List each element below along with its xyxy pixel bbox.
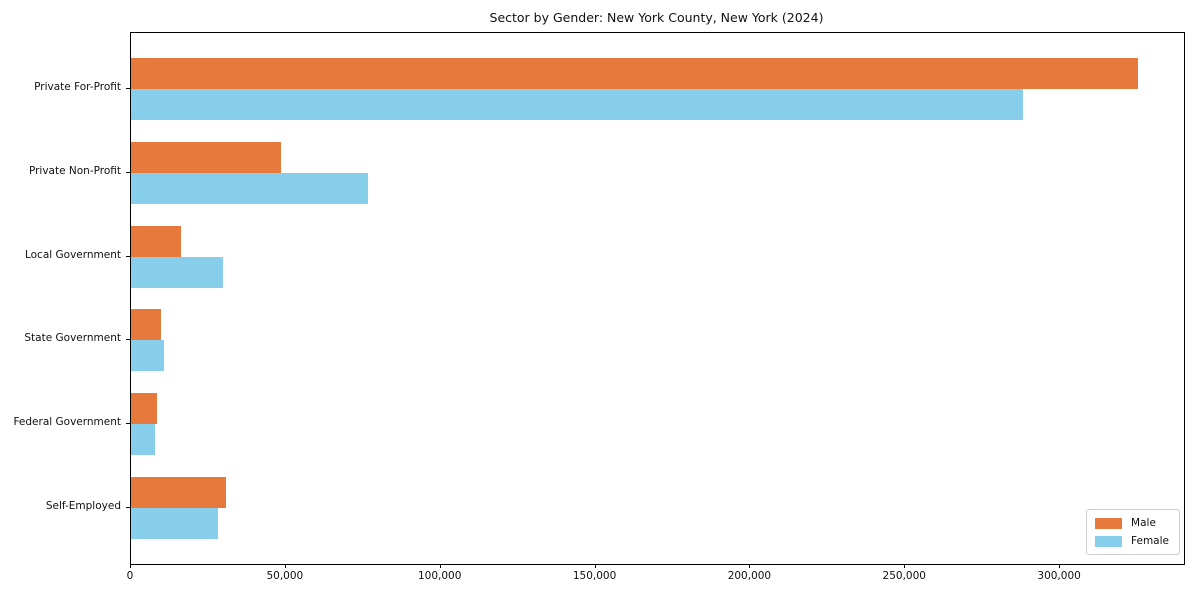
plot-area: Male Female [130, 32, 1185, 565]
y-tick-mark-federal-government [126, 423, 130, 425]
legend: Male Female [1086, 509, 1180, 555]
bar-female-private-for-profit [131, 88, 1023, 120]
y-tick-mark-local-government [126, 255, 130, 257]
x-tick-label-150000: 150,000 [572, 570, 617, 582]
x-tick-mark-100000 [439, 564, 441, 568]
y-tick-label-local-government: Local Government [24, 248, 121, 261]
x-tick-label-50000: 50,000 [266, 570, 304, 582]
bar-female-local-government [131, 256, 223, 288]
x-tick-mark-250000 [904, 564, 906, 568]
y-tick-mark-private-for-profit [126, 87, 130, 89]
x-tick-mark-300000 [1059, 564, 1061, 568]
y-tick-label-private-non-profit: Private Non-Profit [28, 164, 121, 177]
x-tick-label-250000: 250,000 [882, 570, 926, 582]
y-tick-mark-private-non-profit [126, 171, 130, 173]
x-tick-label-200000: 200,000 [727, 570, 772, 582]
y-tick-label-federal-government: Federal Government [13, 416, 121, 429]
legend-swatch-male [1095, 517, 1123, 529]
bar-female-federal-government [131, 424, 156, 456]
x-tick-mark-50000 [284, 564, 286, 568]
x-tick-label-0: 0 [126, 570, 134, 582]
legend-item-male: Male [1095, 517, 1169, 529]
x-tick-mark-150000 [594, 564, 596, 568]
legend-label-female: Female [1131, 535, 1169, 547]
legend-item-female: Female [1095, 535, 1169, 547]
x-tick-mark-200000 [749, 564, 751, 568]
legend-swatch-female [1095, 535, 1123, 547]
x-tick-label-300000: 300,000 [1037, 570, 1081, 582]
y-tick-mark-self-employed [126, 507, 130, 509]
x-tick-label-100000: 100,000 [417, 570, 462, 582]
y-tick-label-state-government: State Government [24, 332, 121, 345]
bar-male-private-non-profit [131, 141, 282, 173]
bar-female-self-employed [131, 508, 219, 540]
bar-male-federal-government [131, 393, 157, 425]
y-tick-label-self-employed: Self-Employed [45, 500, 121, 513]
bar-male-self-employed [131, 477, 227, 509]
legend-label-male: Male [1131, 517, 1156, 529]
bar-male-state-government [131, 309, 162, 341]
x-tick-mark-0 [130, 564, 131, 568]
y-tick-label-private-for-profit: Private For-Profit [34, 80, 121, 93]
bar-female-state-government [131, 340, 165, 372]
chart-title: Sector by Gender: New York County, New Y… [489, 10, 824, 25]
bar-female-private-non-profit [131, 172, 369, 204]
bar-male-private-for-profit [131, 57, 1138, 89]
bar-male-local-government [131, 225, 182, 257]
y-tick-mark-state-government [126, 339, 130, 341]
